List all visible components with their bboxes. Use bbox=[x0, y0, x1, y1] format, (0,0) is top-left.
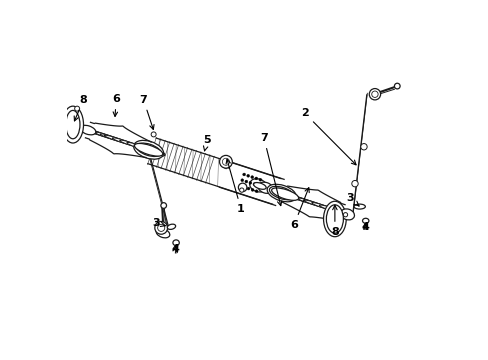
Ellipse shape bbox=[297, 198, 323, 207]
Text: 3: 3 bbox=[152, 218, 165, 228]
Circle shape bbox=[75, 106, 80, 111]
Ellipse shape bbox=[340, 209, 354, 220]
Ellipse shape bbox=[173, 240, 179, 246]
Circle shape bbox=[371, 91, 377, 98]
Ellipse shape bbox=[167, 224, 175, 229]
Circle shape bbox=[258, 178, 261, 181]
Ellipse shape bbox=[311, 203, 334, 211]
Circle shape bbox=[250, 176, 253, 179]
Ellipse shape bbox=[136, 143, 161, 157]
Circle shape bbox=[239, 185, 242, 187]
Circle shape bbox=[242, 173, 245, 176]
Text: 6: 6 bbox=[289, 188, 308, 230]
Ellipse shape bbox=[353, 204, 365, 209]
Circle shape bbox=[238, 183, 246, 192]
Text: 5: 5 bbox=[203, 135, 211, 151]
Circle shape bbox=[151, 132, 156, 137]
Ellipse shape bbox=[134, 145, 151, 151]
Circle shape bbox=[155, 221, 167, 234]
Ellipse shape bbox=[327, 208, 344, 213]
Text: 7: 7 bbox=[260, 133, 281, 206]
Text: 1: 1 bbox=[225, 159, 244, 214]
Text: 4: 4 bbox=[171, 244, 179, 254]
Circle shape bbox=[157, 224, 164, 231]
Ellipse shape bbox=[334, 208, 350, 217]
Circle shape bbox=[243, 186, 245, 189]
Circle shape bbox=[343, 213, 347, 217]
Text: 8: 8 bbox=[74, 95, 87, 121]
Circle shape bbox=[254, 177, 257, 180]
Ellipse shape bbox=[120, 140, 141, 148]
Ellipse shape bbox=[271, 188, 298, 200]
Ellipse shape bbox=[257, 182, 273, 193]
Ellipse shape bbox=[85, 129, 102, 135]
Circle shape bbox=[252, 183, 255, 185]
Circle shape bbox=[246, 187, 249, 190]
Circle shape bbox=[246, 174, 249, 177]
Circle shape bbox=[257, 184, 259, 187]
Ellipse shape bbox=[253, 183, 265, 189]
Circle shape bbox=[244, 180, 247, 183]
Ellipse shape bbox=[266, 184, 296, 202]
Text: 6: 6 bbox=[112, 94, 120, 116]
Text: 3: 3 bbox=[346, 193, 358, 206]
Circle shape bbox=[394, 83, 399, 89]
Ellipse shape bbox=[282, 193, 300, 199]
Ellipse shape bbox=[80, 125, 96, 135]
Ellipse shape bbox=[292, 196, 315, 204]
Ellipse shape bbox=[126, 143, 146, 149]
Circle shape bbox=[241, 179, 243, 182]
Circle shape bbox=[255, 190, 258, 193]
Circle shape bbox=[161, 203, 166, 208]
Ellipse shape bbox=[319, 205, 340, 212]
Ellipse shape bbox=[269, 186, 293, 200]
Ellipse shape bbox=[362, 218, 368, 223]
Ellipse shape bbox=[62, 106, 83, 143]
Circle shape bbox=[368, 89, 380, 100]
Text: 8: 8 bbox=[330, 205, 338, 237]
Ellipse shape bbox=[95, 132, 117, 140]
Ellipse shape bbox=[90, 131, 109, 138]
Text: 7: 7 bbox=[139, 95, 154, 130]
Text: 2: 2 bbox=[300, 108, 355, 165]
Ellipse shape bbox=[264, 186, 289, 197]
Ellipse shape bbox=[287, 195, 308, 202]
Ellipse shape bbox=[156, 229, 169, 238]
Ellipse shape bbox=[266, 186, 292, 198]
Text: 4: 4 bbox=[361, 222, 369, 231]
Circle shape bbox=[251, 189, 253, 191]
Ellipse shape bbox=[80, 127, 96, 133]
Ellipse shape bbox=[323, 201, 346, 237]
Ellipse shape bbox=[133, 140, 163, 159]
Circle shape bbox=[219, 156, 232, 168]
Ellipse shape bbox=[100, 134, 124, 142]
Circle shape bbox=[239, 188, 244, 192]
Ellipse shape bbox=[304, 200, 329, 209]
Ellipse shape bbox=[249, 179, 266, 192]
Ellipse shape bbox=[104, 135, 132, 145]
Circle shape bbox=[222, 158, 229, 165]
Ellipse shape bbox=[66, 111, 80, 139]
Ellipse shape bbox=[112, 138, 136, 146]
Ellipse shape bbox=[325, 205, 343, 233]
Ellipse shape bbox=[134, 143, 163, 156]
Ellipse shape bbox=[139, 145, 164, 156]
Ellipse shape bbox=[277, 191, 293, 197]
Circle shape bbox=[351, 180, 357, 187]
Circle shape bbox=[248, 181, 251, 184]
Circle shape bbox=[360, 144, 366, 150]
